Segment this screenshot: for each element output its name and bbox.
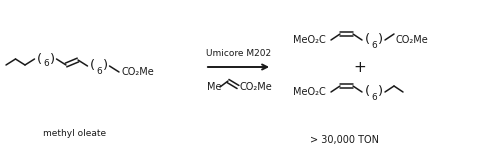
Text: (: ( — [90, 60, 95, 73]
Text: CO₂Me: CO₂Me — [396, 35, 429, 45]
Text: ): ) — [378, 33, 384, 46]
Text: ): ) — [103, 60, 108, 73]
Text: > 30,000 TON: > 30,000 TON — [311, 135, 380, 145]
Text: (: ( — [364, 86, 370, 98]
Text: MeO₂C: MeO₂C — [293, 35, 326, 45]
Text: MeO₂C: MeO₂C — [293, 87, 326, 97]
Text: CO₂Me: CO₂Me — [121, 67, 154, 77]
Text: (: ( — [37, 53, 42, 66]
Text: CO₂Me: CO₂Me — [240, 82, 273, 92]
Text: 6: 6 — [96, 66, 102, 75]
Text: 6: 6 — [371, 40, 377, 49]
Text: ): ) — [378, 86, 384, 98]
Text: ): ) — [50, 53, 55, 66]
Text: 6: 6 — [44, 60, 49, 69]
Text: (: ( — [364, 33, 370, 46]
Text: 6: 6 — [371, 93, 377, 102]
Text: methyl oleate: methyl oleate — [43, 128, 107, 137]
Text: Me: Me — [207, 82, 221, 92]
Text: +: + — [354, 60, 366, 75]
Text: Umicore M202: Umicore M202 — [206, 49, 271, 58]
